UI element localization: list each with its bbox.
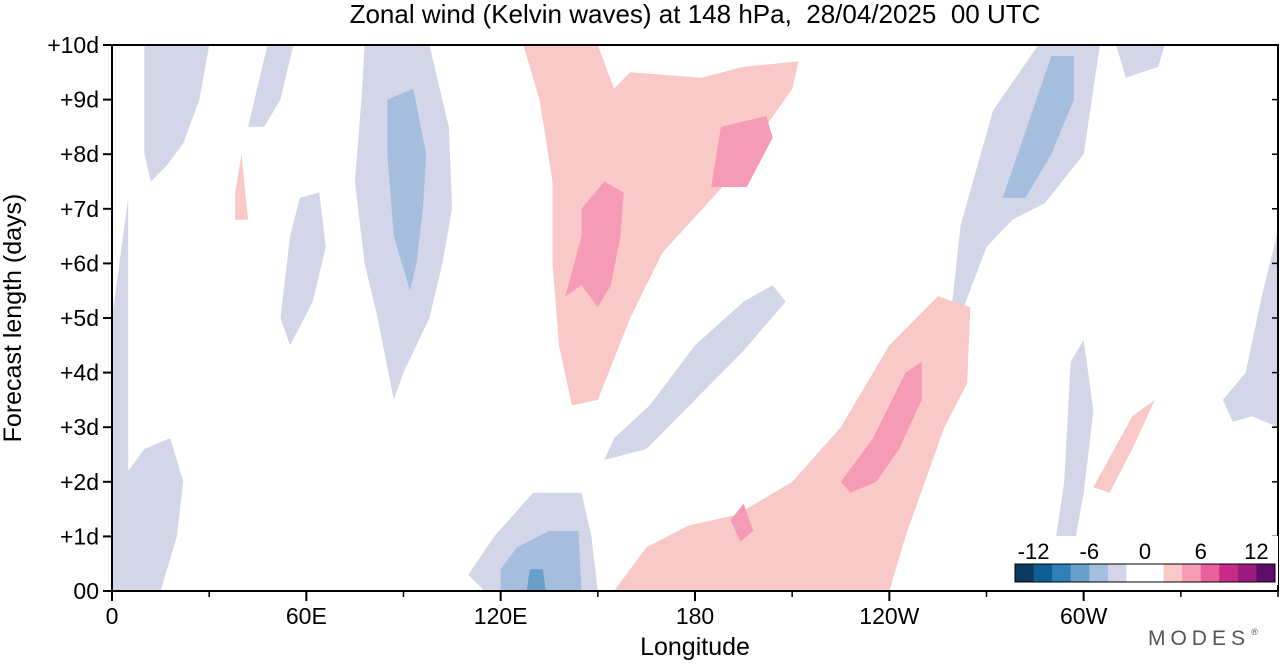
y-tick-label: 00 [73, 578, 99, 604]
colorbar-tick-label: 0 [1139, 539, 1151, 564]
x-axis: 0 60E 120E 180 120W 60W [106, 591, 1279, 629]
contour-region-negative-6 [387, 88, 427, 291]
y-tick-label: +4d [60, 360, 99, 386]
contour-region-negative-3 [248, 45, 294, 127]
contour-region-negative-13 [1054, 339, 1094, 548]
contour-region-negative-10 [604, 285, 786, 460]
x-tick-label: 0 [106, 603, 119, 629]
x-tick-label: 60W [1060, 603, 1108, 629]
colorbar-tick-label: 6 [1195, 539, 1207, 564]
chart-title: Zonal wind (Kelvin waves) at 148 hPa, 28… [350, 0, 1041, 29]
contour-region-negative-2 [144, 45, 210, 182]
contour-region-positive-19 [614, 296, 971, 591]
modes-logo: MODES ® [1148, 627, 1258, 650]
contour-region-positive-17 [565, 181, 624, 308]
colorbar-swatch [1015, 564, 1034, 582]
x-axis-label: Longitude [640, 633, 750, 661]
colorbar-swatch [1256, 564, 1276, 582]
colorbar-swatch [1200, 564, 1220, 582]
colorbar-swatch [1070, 564, 1090, 582]
x-tick-label: 180 [676, 603, 714, 629]
colorbar-swatch [1182, 564, 1202, 582]
y-axis-label: Forecast length (days) [0, 194, 27, 443]
contour-region-positive-18 [711, 116, 773, 187]
contour-region-negative-12 [1002, 55, 1074, 198]
y-tick-label: +6d [60, 250, 99, 276]
colorbar-tick-label: -12 [1018, 539, 1050, 564]
colorbar-swatch [1089, 564, 1109, 582]
y-tick-label: +10d [47, 32, 99, 58]
y-tick-label: +5d [60, 305, 99, 331]
y-tick-label: +9d [60, 87, 99, 113]
contour-region-positive-22 [235, 154, 248, 220]
svg-text:MODES: MODES [1148, 627, 1250, 650]
contour-region-negative-0 [112, 197, 129, 510]
colorbar-frame [1014, 563, 1276, 583]
colorbar-swatch [1219, 564, 1239, 582]
colorbar-tick-label: -6 [1080, 539, 1100, 564]
x-tick-label: 120W [859, 603, 919, 629]
y-tick-label: +8d [60, 141, 99, 167]
contour-region-negative-1 [112, 438, 184, 591]
x-tick-label: 120E [474, 603, 528, 629]
contour-region-negative-4 [280, 192, 326, 346]
svg-text:®: ® [1251, 627, 1258, 637]
contour-regions [112, 45, 1278, 591]
contour-region-negative-15 [1222, 230, 1278, 428]
contour-region-negative-8 [500, 530, 582, 591]
contour-region-negative-9 [526, 569, 546, 591]
colorbar-swatch [1107, 564, 1127, 582]
colorbar-swatch [1237, 564, 1257, 582]
colorbar-swatch [1033, 564, 1053, 582]
y-tick-label: +7d [60, 196, 99, 222]
colorbar-swatch [1145, 564, 1164, 582]
contour-region-positive-20 [840, 361, 922, 493]
colorbar-swatch [1126, 564, 1146, 582]
contour-region-positive-21 [730, 503, 754, 542]
colorbar-swatch [1052, 564, 1072, 582]
y-axis: 00 +1d +2d +3d +4d +5d +6d +7d +8d +9d +10d [47, 32, 1278, 604]
y-tick-label: +3d [60, 414, 99, 440]
colorbar: -12 -6 0 6 12 [1009, 536, 1278, 585]
y-tick-label: +1d [60, 523, 99, 549]
contour-region-positive-23 [1093, 399, 1155, 493]
y-tick-label: +2d [60, 469, 99, 495]
x-tick-label: 60E [286, 603, 327, 629]
colorbar-tick-label: 12 [1244, 539, 1268, 564]
contour-region-negative-14 [1116, 45, 1165, 78]
colorbar-swatch [1163, 564, 1183, 582]
